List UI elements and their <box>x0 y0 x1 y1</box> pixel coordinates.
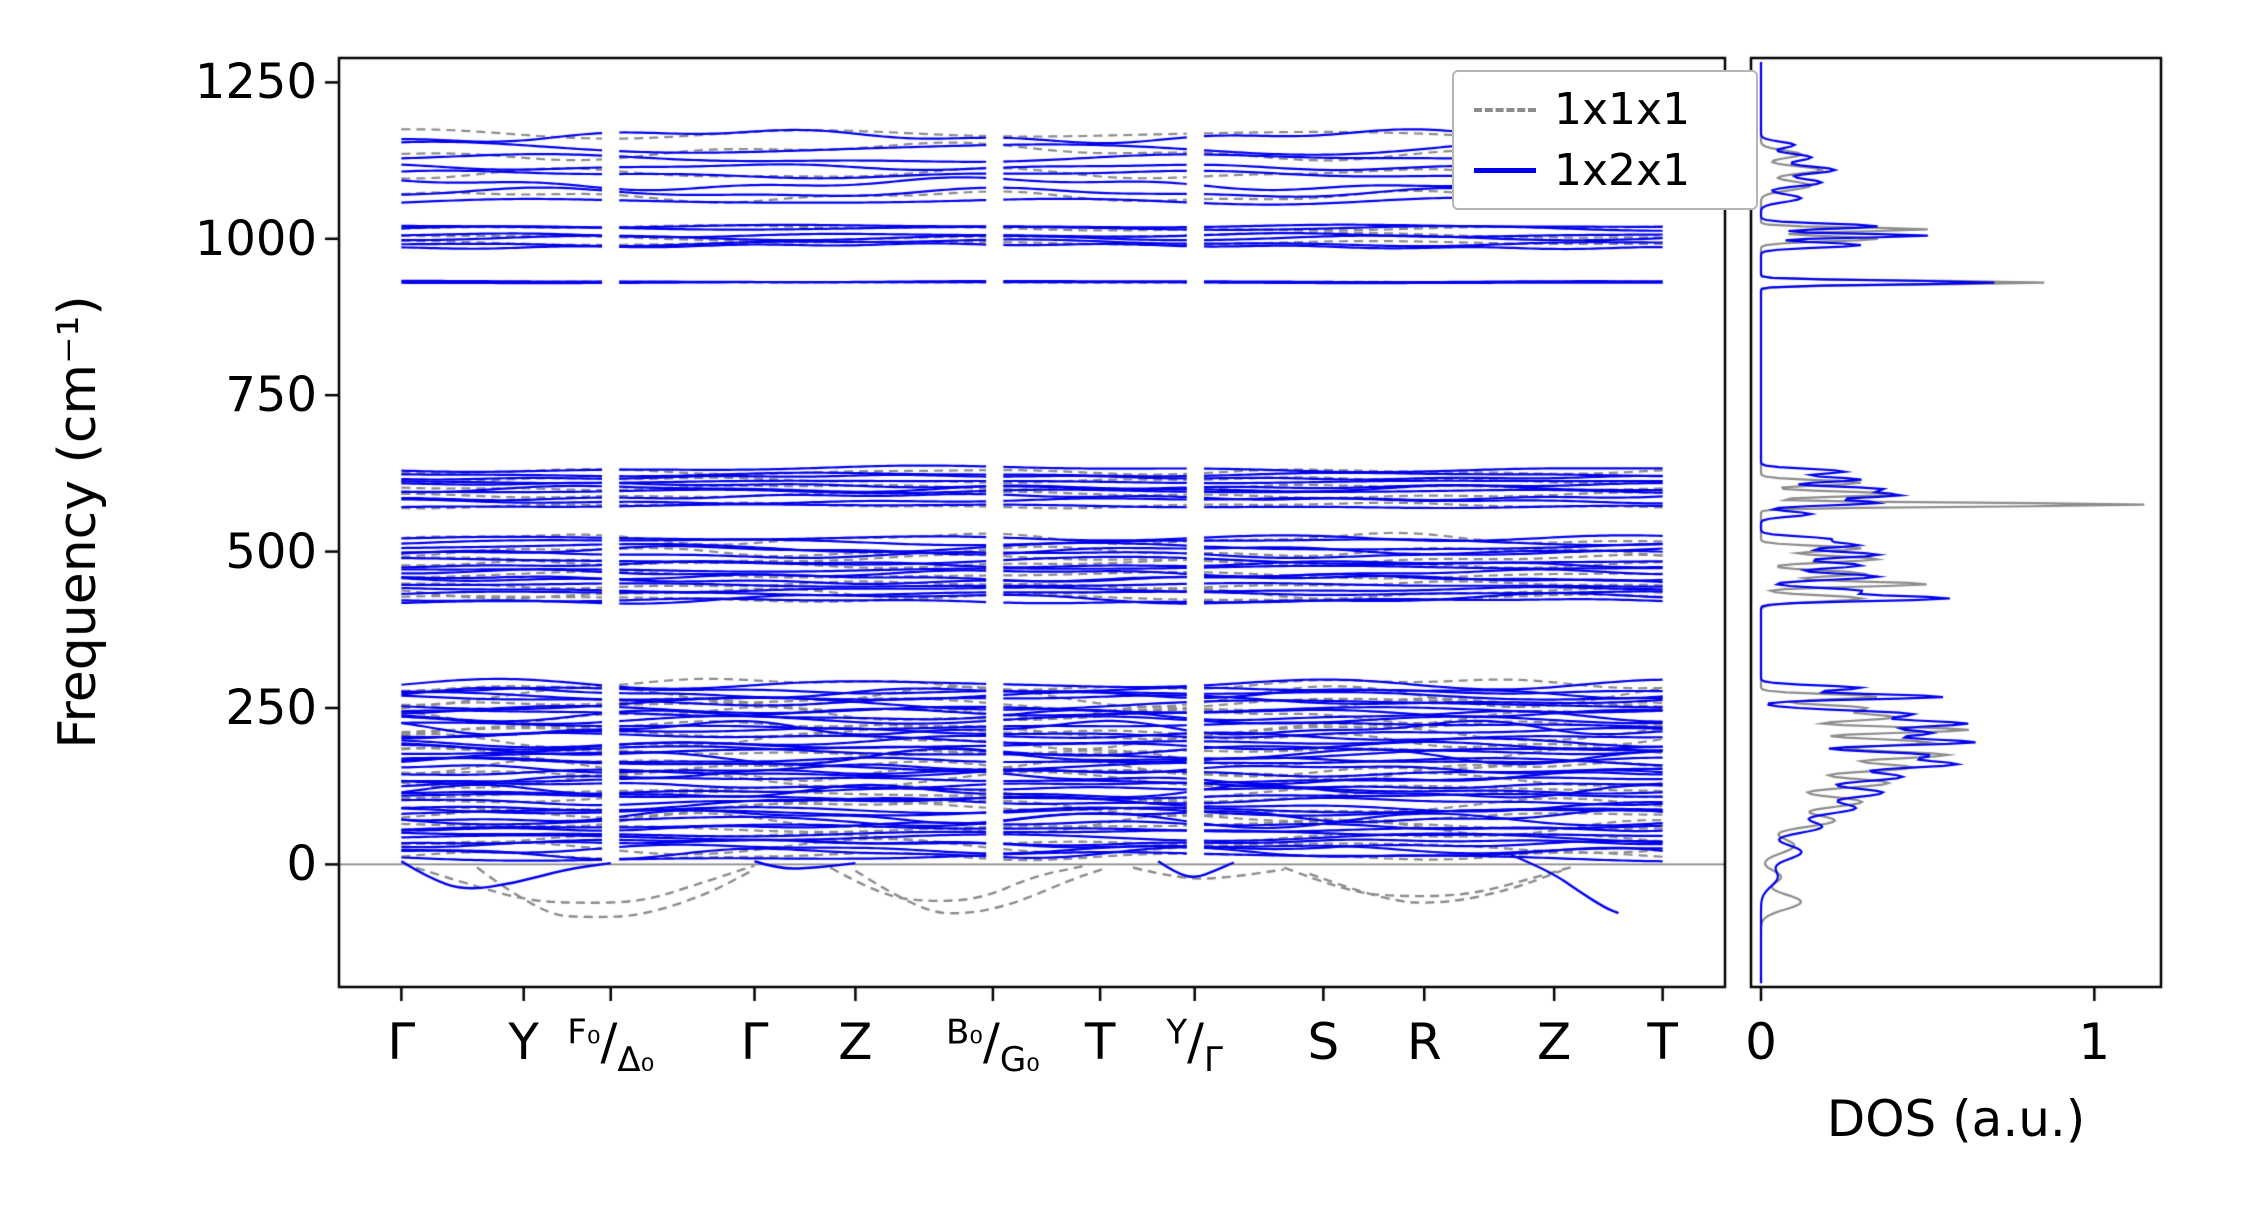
k-point-label: B₀/G₀ <box>945 1013 1040 1081</box>
y-tick-label: 1250 <box>194 54 317 111</box>
k-point-label: Z <box>1537 1013 1572 1071</box>
y-tick-label: 1000 <box>194 210 317 267</box>
y-tick-label: 250 <box>225 679 317 736</box>
dos-tick-label: 1 <box>2078 1013 2111 1071</box>
y-axis-label: Frequency (cm⁻¹) <box>48 295 108 749</box>
k-point-label: Z <box>838 1013 873 1071</box>
k-point-label: Γ <box>387 1013 416 1071</box>
y-tick-label: 500 <box>225 523 317 580</box>
legend-swatch-solid-icon <box>1474 168 1536 173</box>
k-point-label: T <box>1647 1013 1678 1071</box>
k-point-label: T <box>1084 1013 1116 1071</box>
y-tick-label: 0 <box>286 836 317 893</box>
dos-axis-label: DOS (a.u.) <box>1826 1090 2086 1148</box>
k-point-label: Y/Γ <box>1166 1013 1223 1081</box>
k-point-label: S <box>1307 1013 1340 1071</box>
k-point-label: F₀/Δ₀ <box>567 1013 655 1081</box>
legend: 1x1x1 1x2x1 <box>1452 70 1758 210</box>
legend-row-1x1x1: 1x1x1 <box>1474 84 1736 135</box>
dos-tick-label: 0 <box>1745 1013 1777 1071</box>
legend-swatch-dashed-icon <box>1474 107 1536 112</box>
k-point-label: R <box>1406 1013 1442 1071</box>
legend-label-1x2x1: 1x2x1 <box>1554 145 1691 196</box>
legend-label-1x1x1: 1x1x1 <box>1554 84 1691 135</box>
y-tick-label: 750 <box>225 367 317 424</box>
legend-row-1x2x1: 1x2x1 <box>1474 145 1736 196</box>
k-point-label: Γ <box>740 1013 769 1071</box>
k-point-label: Y <box>508 1013 539 1071</box>
